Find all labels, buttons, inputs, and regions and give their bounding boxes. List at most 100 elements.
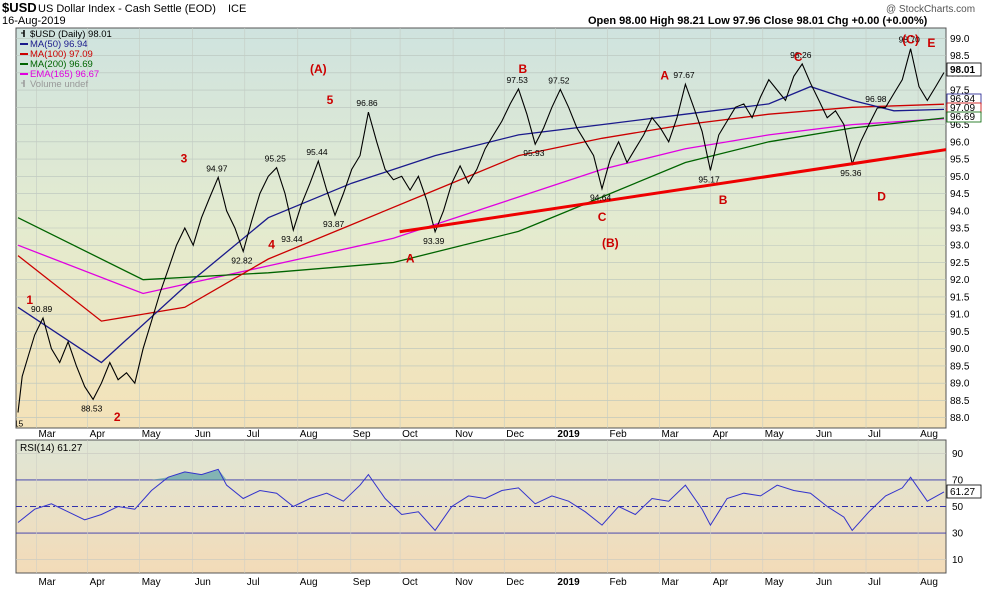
price-annotation: 95.44	[306, 147, 328, 157]
price-x-tick-label: Oct	[402, 429, 418, 440]
price-y-tick-label: 94.0	[950, 206, 970, 217]
price-x-tick-label: May	[142, 429, 161, 440]
ma100-line	[17, 103, 945, 322]
price-x-tick-label: Mar	[662, 429, 680, 440]
last-price-badge: 98.01	[946, 62, 982, 77]
legend-entry: MA(100) 97.09	[30, 49, 93, 60]
ma-value-badge	[946, 111, 982, 123]
price-series-line	[17, 48, 945, 413]
wave-label: C	[598, 210, 607, 224]
rsi-x-tick-label: Jun	[816, 577, 832, 588]
rsi-x-tick-label: Mar	[38, 577, 56, 588]
wave-label: C	[794, 50, 803, 64]
price-annotation: 97.52	[548, 75, 570, 85]
price-y-tick-label: 94.5	[950, 189, 970, 200]
price-y-tick-label: 92.5	[950, 258, 970, 269]
wave-label: B	[719, 193, 728, 207]
wave-label: E	[927, 36, 935, 50]
rsi-x-tick-label: Apr	[90, 577, 106, 588]
price-y-tick-label: 89.0	[950, 379, 970, 390]
price-y-tick-label: 96.5	[950, 120, 970, 131]
rsi-y-tick-label: 50	[952, 502, 964, 513]
price-y-tick-label: 98.5	[950, 51, 970, 62]
header-name: US Dollar Index - Cash Settle (EOD)	[38, 3, 216, 15]
price-y-tick-label: 97.5	[950, 86, 970, 97]
rsi-y-tick-label: 90	[952, 449, 964, 460]
price-y-tick-label: 92.0	[950, 275, 970, 286]
legend-entry: Volume undef	[30, 79, 88, 90]
price-annotation: 94.64	[590, 193, 612, 203]
price-y-tick-label: 88.5	[950, 396, 970, 407]
price-annotation: 97.53	[507, 75, 529, 85]
price-y-tick-label: 89.5	[950, 361, 970, 372]
rsi-overbought-fill	[151, 469, 227, 480]
header-symbol: $USD	[2, 0, 37, 15]
price-annotations: 88.15 90.89 88.53 94.97 92.82 95.25 93.44 95.44…	[16, 35, 921, 428]
rsi-y-tick-label: 70	[952, 475, 964, 486]
header-exchange: ICE	[228, 3, 246, 15]
rsi-x-tick-label: Jul	[247, 577, 260, 588]
rsi-x-tick-label: Sep	[353, 577, 371, 588]
price-annotation: 94.97	[206, 163, 228, 173]
price-x-tick-label: Jul	[868, 429, 881, 440]
stockcharts-watermark: @ StockCharts.com	[886, 4, 975, 15]
price-x-tick-label: Aug	[300, 429, 318, 440]
price-y-tick-label: 93.5	[950, 224, 970, 235]
wave-label: (C)	[902, 33, 919, 47]
price-x-tick-label: 2019	[557, 429, 580, 440]
rsi-y-axis: 90 70 50 30 10	[952, 449, 964, 566]
price-annotation: 92.82	[231, 255, 253, 265]
legend-entry: MA(50) 96.94	[30, 39, 88, 50]
wave-labels: 1 2 3 4 5 (A) A B C (B) A B C D (C) E	[26, 33, 935, 425]
price-plot-area: 88.15 90.89 88.53 94.97 92.82 95.25 93.44 95.44…	[16, 33, 946, 428]
price-annotation: 93.39	[423, 236, 445, 246]
price-annotation: 95.93	[523, 148, 545, 158]
rsi-x-tick-label: Mar	[662, 577, 680, 588]
price-annotation: 98.70	[899, 35, 921, 45]
ema165-line	[17, 118, 945, 295]
rsi-x-tick-label: Apr	[713, 577, 729, 588]
price-x-tick-label: May	[765, 429, 784, 440]
price-annotation: 97.67	[673, 70, 695, 80]
rsi-x-axis: Mar Apr May Jun Jul Aug Sep Oct Nov Dec 2019 Feb Mar…	[38, 577, 937, 588]
price-y-tick-label: 88.0	[950, 413, 970, 424]
rsi-title: RSI(14) 61.27	[20, 443, 83, 454]
price-annotation: 95.36	[840, 168, 862, 178]
wave-label: A	[660, 69, 669, 83]
header-ohlc: Open 98.00 High 98.21 Low 97.96 Close 98…	[588, 15, 928, 27]
price-x-tick-label: Sep	[353, 429, 371, 440]
wave-label: B	[519, 62, 528, 76]
price-annotation: 90.89	[31, 304, 53, 314]
wave-label: 3	[181, 151, 188, 165]
price-y-tick-label: 93.0	[950, 241, 970, 252]
price-y-axis: 99.098.598.097.597.096.596.095.595.094.5…	[950, 34, 970, 424]
ma-value-label: 96.94	[950, 94, 975, 105]
last-price-label: 98.01	[950, 65, 975, 76]
price-y-tick-label: 91.0	[950, 310, 970, 321]
ma200-line	[17, 117, 945, 281]
price-y-tick-label: 96.0	[950, 137, 970, 148]
wave-label: 5	[327, 93, 334, 107]
support-trendline	[399, 148, 946, 234]
rsi-x-tick-label: Jun	[195, 577, 211, 588]
price-x-tick-label: Nov	[455, 429, 473, 440]
rsi-last-label: 61.27	[950, 487, 975, 498]
rsi-x-tick-label: Nov	[455, 577, 473, 588]
price-annotation: 93.87	[323, 219, 345, 229]
price-y-tick-label: 95.0	[950, 172, 970, 183]
price-x-tick-label: Jul	[247, 429, 260, 440]
header-date: 16-Aug-2019	[2, 15, 66, 27]
price-x-tick-label: Mar	[38, 429, 56, 440]
price-annotation: 95.25	[265, 154, 287, 164]
ma50-line	[17, 85, 945, 364]
wave-label: 4	[268, 238, 275, 252]
wave-label: (A)	[310, 62, 327, 76]
rsi-x-tick-label: Dec	[506, 577, 524, 588]
price-y-tick-label: 90.5	[950, 327, 970, 338]
price-annotation: 93.44	[281, 234, 303, 244]
legend-entry: MA(200) 96.69	[30, 59, 93, 70]
